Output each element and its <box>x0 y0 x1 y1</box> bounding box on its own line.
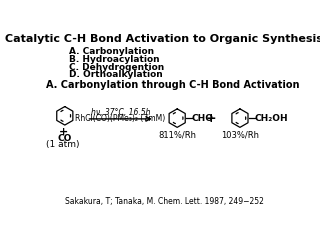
Text: CHO: CHO <box>192 114 214 123</box>
Text: +: + <box>59 127 68 137</box>
Text: CO: CO <box>58 133 72 143</box>
Text: (1 atm): (1 atm) <box>46 140 80 150</box>
Text: hν, 37°C, 16.5h: hν, 37°C, 16.5h <box>91 108 150 117</box>
Text: B. Hydroacylation: B. Hydroacylation <box>69 55 160 64</box>
Text: RhCl(CO)(PMe₃)₂ (7mM): RhCl(CO)(PMe₃)₂ (7mM) <box>76 114 166 123</box>
Text: 811%/Rh: 811%/Rh <box>158 131 196 139</box>
Text: +: + <box>205 112 216 125</box>
Text: A. Carbonylation through C-H Bond Activation: A. Carbonylation through C-H Bond Activa… <box>46 80 300 90</box>
Text: Catalytic C-H Bond Activation to Organic Synthesis: Catalytic C-H Bond Activation to Organic… <box>5 34 320 44</box>
Text: 103%/Rh: 103%/Rh <box>221 131 259 139</box>
Text: CH₂OH: CH₂OH <box>255 114 288 123</box>
Text: A. Carbonylation: A. Carbonylation <box>69 47 155 56</box>
Text: D. Orthoalkylation: D. Orthoalkylation <box>69 70 163 79</box>
Text: C. Dehydrogention: C. Dehydrogention <box>69 63 165 72</box>
Text: Sakakura, T; Tanaka, M. Chem. Lett. 1987, 249−252: Sakakura, T; Tanaka, M. Chem. Lett. 1987… <box>65 197 263 206</box>
